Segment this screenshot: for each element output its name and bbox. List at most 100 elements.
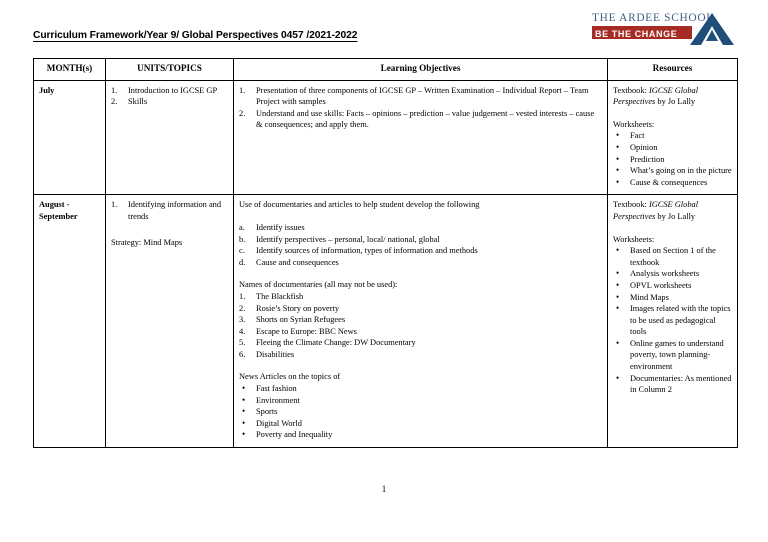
worksheet-label: Prediction (630, 154, 665, 164)
list-item: • Documentaries: As mentioned in Column … (613, 373, 732, 396)
unit-label: Introduction to IGCSE GP (128, 85, 218, 95)
worksheet-label: OPVL worksheets (630, 280, 692, 290)
news-lead: News Articles on the topics of (239, 372, 341, 382)
list-item: • OPVL worksheets (613, 280, 732, 292)
objectives-alpha-list: a. Identify issues b. Identify perspecti… (239, 222, 602, 268)
bullet-icon: • (242, 429, 246, 440)
logo-tagline-banner: BE THE CHANGE (592, 26, 692, 39)
objective-text: Presentation of three components of IGCS… (256, 85, 589, 107)
column-header-resources: Resources (607, 58, 738, 81)
news-topic: Environment (256, 395, 300, 405)
column-header-units: UNITS/TOPICS (105, 58, 234, 81)
cell-units: 1. Identifying information and trends St… (105, 194, 234, 449)
unit-label: Identifying information and trends (128, 200, 222, 221)
worksheet-label: Analysis worksheets (630, 269, 700, 279)
list-marker: 1. (239, 85, 246, 95)
page-number: 1 (381, 484, 387, 494)
school-logo: THE ARDEE SCHOOL BE THE CHANGE (592, 10, 740, 52)
bullet-icon: • (242, 394, 246, 405)
bullet-icon: • (616, 372, 620, 383)
bullet-icon: • (616, 245, 620, 256)
page-title: Curriculum Framework/Year 9/ Global Pers… (33, 30, 358, 41)
list-item: 1. Identifying information and trends (111, 199, 228, 222)
logo-school-name: THE ARDEE SCHOOL (592, 12, 714, 24)
textbook-label: Textbook: (613, 85, 647, 95)
worksheet-label: Online games to understand poverty, town… (630, 338, 724, 372)
list-item: • Digital World (239, 418, 602, 430)
documentaries-list: 1. The Blackfish 2. Rosie’s Story on pov… (239, 291, 602, 361)
textbook-author: by Jo Lally (657, 211, 696, 221)
list-marker: a. (239, 222, 245, 232)
objective-text: Identify issues (256, 222, 305, 232)
list-item: • Fact (613, 130, 732, 142)
logo-chevron-a-icon (690, 13, 734, 45)
list-marker: 1. (239, 291, 246, 301)
units-list: 1. Introduction to IGCSE GP 2. Skills (111, 85, 228, 108)
list-item: • Fast fashion (239, 383, 602, 395)
documentary-title: Rosie’s Story on poverty (256, 303, 340, 313)
list-item: 1. Introduction to IGCSE GP (111, 85, 228, 97)
worksheet-label: Fact (630, 131, 645, 141)
list-item: 4. Escape to Europe: BBC News (239, 326, 602, 338)
worksheet-label: What’s going on in the picture (630, 166, 732, 176)
worksheet-label: Based on Section 1 of the textbook (630, 246, 716, 267)
list-item: • Images related with the topics to be u… (613, 303, 732, 338)
list-item: • Cause & consequences (613, 177, 732, 189)
worksheet-label: Images related with the topics to be use… (630, 304, 731, 337)
bullet-icon: • (616, 291, 620, 302)
bullet-icon: • (616, 279, 620, 290)
documentary-title: Fleeing the Climate Change: DW Documenta… (256, 338, 416, 348)
bullet-icon: • (616, 130, 620, 141)
list-item: a. Identify issues (239, 222, 602, 234)
list-marker: 6. (239, 349, 246, 359)
logo-text-block: THE ARDEE SCHOOL BE THE CHANGE (592, 12, 714, 39)
bullet-icon: • (616, 165, 620, 176)
textbook-line: Textbook: IGCSE Global Perspectives by J… (613, 199, 732, 222)
list-marker: c. (239, 246, 245, 256)
cell-objectives: Use of documentaries and articles to hel… (233, 194, 608, 449)
news-topics-list: • Fast fashion • Environment • Sports (239, 383, 602, 441)
bullet-icon: • (616, 303, 620, 314)
cell-resources: Textbook: IGCSE Global Perspectives by J… (607, 79, 738, 196)
curriculum-table: MONTH(s) UNITS/TOPICS Learning Objective… (33, 58, 738, 449)
list-item: 2. Rosie’s Story on poverty (239, 303, 602, 315)
column-header-objectives: Learning Objectives (233, 58, 608, 81)
strategy-text: Strategy: Mind Maps (111, 237, 183, 247)
worksheets-label: Worksheets: (613, 234, 655, 244)
list-item: d. Cause and consequences (239, 257, 602, 269)
bullet-icon: • (616, 153, 620, 164)
cell-month: August - September (33, 194, 106, 449)
page-footer: 1 (0, 484, 768, 494)
objective-text: Identify sources of information, types o… (256, 246, 478, 256)
list-marker: 2. (239, 108, 246, 118)
list-item: 2. Skills (111, 96, 228, 108)
logo-tagline: BE THE CHANGE (595, 29, 678, 39)
worksheets-list: • Fact • Opinion • Prediction • (613, 130, 732, 188)
objective-text: Cause and consequences (256, 257, 339, 267)
list-item: 5. Fleeing the Climate Change: DW Docume… (239, 337, 602, 349)
textbook-label: Textbook: (613, 200, 647, 210)
list-item: 6. Disabilities (239, 349, 602, 361)
bullet-icon: • (616, 337, 620, 348)
list-marker: b. (239, 234, 246, 244)
list-marker: 1. (111, 200, 118, 210)
list-item: • Opinion (613, 142, 732, 154)
list-item: • Based on Section 1 of the textbook (613, 245, 732, 268)
bullet-icon: • (616, 176, 620, 187)
news-topic: Digital World (256, 418, 302, 428)
column-header-months: MONTH(s) (33, 58, 106, 81)
table-row: July 1. Introduction to IGCSE GP 2. Skil… (33, 79, 738, 196)
list-marker: 5. (239, 338, 246, 348)
list-item: 2. Understand and use skills: Facts – op… (239, 108, 602, 131)
objectives-lead: Use of documentaries and articles to hel… (239, 200, 480, 210)
worksheets-label: Worksheets: (613, 119, 655, 129)
worksheet-label: Opinion (630, 142, 658, 152)
bullet-icon: • (242, 406, 246, 417)
list-marker: 4. (239, 326, 246, 336)
unit-label: Skills (128, 97, 148, 107)
list-item: • Environment (239, 395, 602, 407)
documentary-title: The Blackfish (256, 291, 304, 301)
worksheets-list: • Based on Section 1 of the textbook • A… (613, 245, 732, 396)
textbook-line: Textbook: IGCSE Global Perspectives by J… (613, 85, 732, 108)
